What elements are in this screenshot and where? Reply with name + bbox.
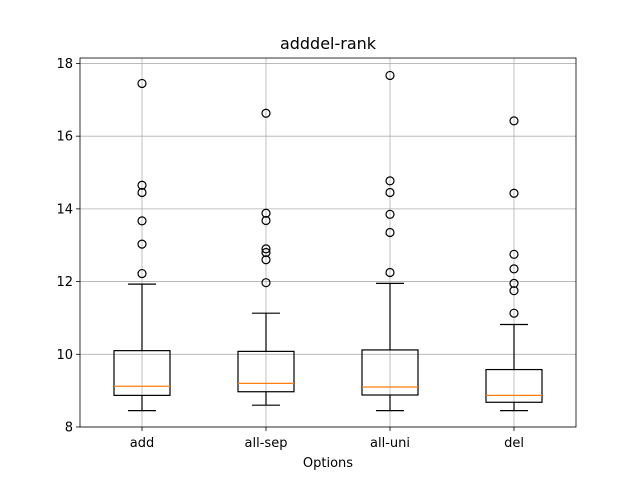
outlier-point xyxy=(509,116,519,126)
iqr-box xyxy=(237,350,295,393)
y-tick-label: 10 xyxy=(56,348,73,363)
box-group-del xyxy=(485,116,543,412)
outlier-point xyxy=(509,278,519,288)
outlier-point xyxy=(137,180,147,190)
x-axis-label: Options xyxy=(303,456,353,471)
x-tick-label: add xyxy=(130,436,154,451)
outlier-point xyxy=(261,278,271,288)
outlier-point xyxy=(385,176,395,186)
outlier-point xyxy=(261,208,271,218)
outlier-point xyxy=(509,264,519,274)
outlier-point xyxy=(261,255,271,265)
chart-title: adddel-rank xyxy=(280,34,377,53)
outlier-point xyxy=(137,268,147,279)
outlier-point xyxy=(385,267,395,278)
x-tick-label: all-uni xyxy=(370,436,410,451)
outlier-point xyxy=(509,286,519,296)
outlier-point xyxy=(261,215,271,226)
y-tick-label: 8 xyxy=(65,421,73,436)
box-group-all-uni xyxy=(361,70,419,412)
iqr-box xyxy=(485,368,543,403)
x-tick-label: del xyxy=(504,436,524,451)
box-group-all-sep xyxy=(237,108,295,406)
outlier-point xyxy=(137,78,147,89)
x-tick-label: all-sep xyxy=(245,436,288,451)
y-tick-label: 14 xyxy=(56,202,73,217)
y-tick-label: 16 xyxy=(56,130,73,145)
box-group-add xyxy=(113,78,171,412)
y-tick-label: 18 xyxy=(56,57,73,72)
y-tick-label: 12 xyxy=(56,275,73,290)
outlier-point xyxy=(509,188,519,198)
outlier-point xyxy=(385,227,395,238)
box-layer xyxy=(113,70,543,412)
outlier-point xyxy=(385,209,395,219)
tick-layer: 8 10 12 14 16 18 add all-sep all-uni del xyxy=(56,57,523,451)
iqr-box xyxy=(113,350,171,396)
outlier-point xyxy=(137,239,147,249)
outlier-point xyxy=(385,187,395,198)
outlier-point xyxy=(509,308,519,318)
outlier-point xyxy=(261,244,271,254)
outlier-point xyxy=(509,249,519,259)
iqr-box xyxy=(361,349,419,396)
outlier-point xyxy=(261,108,271,118)
outlier-point xyxy=(137,216,147,226)
outlier-point xyxy=(137,187,147,198)
outlier-point xyxy=(261,247,271,258)
outlier-point xyxy=(385,70,395,81)
axes-frame xyxy=(79,57,577,428)
